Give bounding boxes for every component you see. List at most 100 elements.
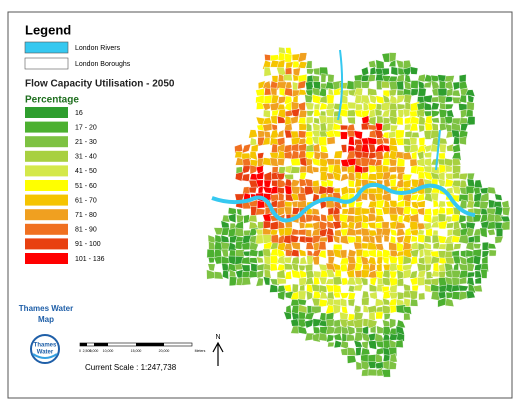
map-area: [332, 206, 341, 216]
map-area: [444, 164, 453, 173]
map-area: [396, 278, 405, 287]
map-area: [319, 94, 329, 104]
map-area: [339, 213, 349, 224]
map-area: [367, 368, 378, 377]
map-area: [445, 207, 455, 216]
map-area: [353, 339, 363, 348]
north-label: N: [215, 334, 220, 341]
map-area: [347, 298, 356, 307]
map-area: [263, 179, 272, 189]
map-area: [437, 74, 447, 83]
map-area: [395, 137, 406, 146]
map-area: [255, 171, 265, 180]
map-area: [257, 152, 265, 161]
class-swatch: [25, 121, 68, 133]
map-area: [410, 193, 419, 201]
map-area: [445, 242, 454, 252]
north-arrow: [212, 341, 224, 366]
map-area: [472, 255, 482, 266]
map-area: [410, 80, 419, 90]
map-area: [284, 263, 294, 271]
map-area: [417, 87, 427, 97]
map-area: [500, 220, 511, 231]
map-area: [458, 234, 469, 245]
map-area: [367, 173, 378, 181]
map-area: [396, 319, 406, 328]
map-area: [241, 173, 250, 182]
map-area: [424, 208, 433, 217]
map-area: [235, 171, 244, 182]
map-area: [460, 123, 469, 132]
map-area: [250, 143, 259, 154]
map-area: [445, 173, 455, 180]
class-label: 61 - 70: [75, 197, 97, 204]
map-area: [255, 88, 265, 96]
map-area: [466, 271, 475, 278]
map-area: [318, 250, 327, 259]
map-area: [418, 292, 426, 301]
map-area: [283, 123, 293, 132]
map-area: [325, 108, 335, 117]
map-area: [320, 73, 327, 83]
map-area: [311, 87, 322, 97]
map-area: [283, 73, 293, 82]
map-area: [346, 269, 355, 280]
map-area: [367, 74, 376, 83]
map-area: [256, 256, 264, 264]
map-area: [402, 235, 412, 245]
map-area: [389, 137, 398, 146]
class-label: 21 - 30: [75, 139, 97, 146]
map-area: [353, 304, 362, 314]
map-area: [290, 166, 301, 174]
map-area: [439, 80, 447, 90]
map-area: [332, 122, 341, 131]
map-area: [389, 318, 396, 329]
map-area: [369, 129, 377, 139]
map-area: [437, 206, 446, 215]
map-area: [306, 110, 315, 117]
map-area: [382, 131, 390, 140]
class-label: 81 - 90: [75, 227, 97, 234]
map-area: [465, 185, 476, 195]
map-area: [304, 318, 315, 329]
map-area: [376, 115, 384, 124]
map-area: [339, 292, 350, 300]
scale-label: 15,000: [131, 349, 142, 353]
map-area: [313, 103, 321, 111]
layer-label: London Boroughs: [75, 61, 131, 68]
map-area: [375, 215, 385, 223]
class-label: 16: [75, 110, 83, 117]
class-label: 101 - 136: [75, 256, 105, 263]
map-area: [234, 220, 244, 230]
map-area: [248, 248, 259, 257]
map-area: [284, 67, 293, 76]
map-area: [255, 165, 264, 175]
map-area: [382, 290, 391, 300]
map-area: [269, 129, 280, 139]
map-area: [479, 227, 488, 238]
map-area: [256, 101, 265, 110]
map-area: [332, 234, 340, 244]
map-area: [298, 130, 307, 139]
map-area: [389, 339, 398, 349]
map-area: [340, 235, 350, 245]
scale-label: 0: [79, 349, 81, 353]
layer-swatch: [24, 41, 69, 54]
map-area: [375, 361, 385, 369]
map-area: [396, 94, 406, 104]
map-area: [444, 297, 455, 307]
map-area: [241, 165, 252, 175]
map-area: [451, 152, 462, 161]
map-area: [290, 256, 300, 266]
map-area: [374, 129, 385, 139]
map-area: [326, 213, 334, 222]
map-area: [207, 263, 216, 272]
class-label: 51 - 60: [75, 183, 97, 190]
map-area: [388, 360, 397, 370]
map-area: [388, 166, 398, 173]
map-area: [313, 276, 321, 287]
map-area: [354, 332, 364, 343]
map-area: [396, 250, 406, 257]
map-area: [459, 199, 467, 209]
